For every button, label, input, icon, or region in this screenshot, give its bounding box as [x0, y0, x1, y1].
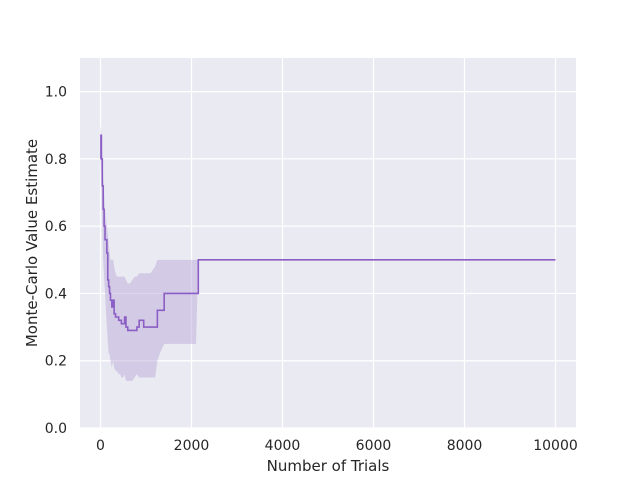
y-tick-label: 1.0 — [45, 85, 67, 101]
x-tick-label: 10000 — [533, 438, 578, 454]
y-axis-ticks: 0.0 0.2 0.4 0.6 0.8 1.0 — [45, 85, 67, 437]
x-tick-label: 4000 — [265, 438, 301, 454]
y-tick-label: 0.0 — [45, 421, 67, 437]
x-axis-ticks: 0 2000 4000 6000 8000 10000 — [96, 438, 578, 454]
x-tick-label: 2000 — [174, 438, 210, 454]
confidence-band — [100, 125, 556, 381]
y-tick-label: 0.6 — [45, 219, 67, 235]
x-tick-label: 6000 — [356, 438, 392, 454]
plot-background — [80, 58, 576, 428]
y-tick-label: 0.4 — [45, 286, 67, 302]
y-tick-label: 0.8 — [45, 152, 67, 168]
x-axis-title: Number of Trials — [267, 457, 390, 475]
y-axis-title: Monte-Carlo Value Estimate — [23, 139, 41, 347]
y-tick-label: 0.2 — [45, 354, 67, 370]
x-tick-label: 8000 — [447, 438, 483, 454]
grid — [80, 58, 576, 429]
series-line — [100, 134, 556, 332]
x-tick-label: 0 — [96, 438, 105, 454]
